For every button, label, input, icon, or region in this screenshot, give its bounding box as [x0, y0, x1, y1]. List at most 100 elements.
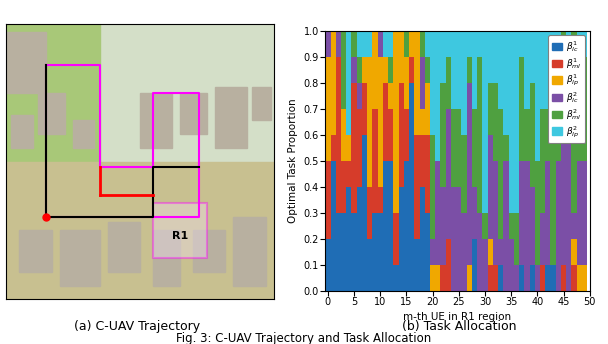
Bar [420, 135, 425, 187]
Bar [545, 265, 550, 291]
Bar [503, 161, 508, 291]
Bar [582, 31, 587, 57]
Bar [550, 265, 556, 291]
Bar [404, 161, 409, 291]
Bar [399, 31, 404, 83]
Bar [362, 31, 367, 57]
Bar [425, 213, 430, 291]
Bar [331, 161, 336, 291]
Bar [38, 93, 65, 134]
Bar [425, 135, 430, 213]
Bar [383, 83, 388, 161]
Bar [472, 31, 477, 109]
Bar [341, 161, 346, 213]
Bar [503, 135, 508, 161]
Bar [351, 57, 357, 83]
Bar [357, 109, 362, 187]
Bar [467, 265, 472, 291]
Bar [582, 265, 587, 291]
Bar [252, 87, 271, 120]
Bar [572, 239, 576, 265]
Bar [576, 161, 582, 265]
Bar [425, 83, 430, 135]
Bar [425, 31, 430, 57]
Bar [367, 187, 373, 239]
Bar [414, 135, 420, 239]
Bar [325, 57, 331, 161]
Bar [508, 31, 514, 213]
Bar [519, 31, 524, 57]
Bar [572, 265, 576, 291]
Bar [383, 161, 388, 291]
Y-axis label: Optimal Task Proportion: Optimal Task Proportion [288, 98, 298, 223]
Bar [446, 239, 451, 291]
Text: (b) Task Allocation: (b) Task Allocation [402, 320, 516, 333]
Bar [393, 265, 399, 291]
Bar [456, 109, 461, 187]
Bar [482, 31, 488, 213]
Bar [535, 31, 540, 161]
Bar [351, 213, 357, 291]
Bar [346, 135, 351, 161]
Bar [576, 265, 582, 291]
Bar [388, 31, 393, 57]
Bar [153, 203, 207, 258]
Bar [346, 31, 351, 135]
Legend: $\beta^1_{lc}$, $\beta^1_{ml}$, $\beta^1_{lp}$, $\beta^2_{lc}$, $\beta^2_{ml}$, : $\beta^1_{lc}$, $\beta^1_{ml}$, $\beta^1… [548, 35, 586, 143]
Bar [524, 161, 530, 291]
Bar [451, 187, 456, 291]
Bar [488, 239, 493, 265]
Bar [514, 31, 519, 213]
Bar [441, 31, 446, 83]
Bar [451, 109, 456, 187]
Bar [572, 213, 576, 239]
Bar [351, 83, 357, 213]
Bar [488, 135, 493, 239]
Bar [435, 31, 441, 161]
Bar [456, 31, 461, 109]
Bar [362, 83, 367, 135]
Bar [331, 31, 336, 135]
Bar [451, 31, 456, 109]
Bar [341, 31, 346, 109]
Bar [540, 213, 545, 265]
Bar [472, 109, 477, 187]
Bar [341, 213, 346, 291]
Bar [373, 31, 378, 109]
Bar [341, 109, 346, 161]
Bar [540, 265, 545, 291]
Bar [493, 83, 498, 161]
Bar [420, 31, 425, 57]
Bar [482, 213, 488, 239]
Bar [441, 83, 446, 187]
Bar [153, 230, 180, 286]
Bar [215, 87, 247, 148]
Bar [362, 57, 367, 83]
Bar [388, 161, 393, 291]
Bar [467, 31, 472, 57]
Bar [498, 31, 503, 109]
Bar [367, 31, 373, 57]
Bar [60, 230, 100, 286]
Bar [357, 83, 362, 109]
Bar [336, 213, 341, 291]
Bar [367, 57, 373, 187]
Bar [331, 135, 336, 161]
Bar [530, 31, 535, 83]
Bar [519, 57, 524, 161]
Bar [550, 83, 556, 265]
Bar [535, 265, 540, 291]
Text: Fig. 3: C-UAV Trajectory and Task Allocation: Fig. 3: C-UAV Trajectory and Task Alloca… [176, 332, 432, 344]
Bar [409, 31, 414, 57]
Bar [140, 93, 172, 148]
Bar [383, 57, 388, 83]
Bar [441, 265, 446, 291]
Bar [493, 31, 498, 83]
Bar [461, 31, 467, 135]
Bar [514, 213, 519, 265]
Bar [467, 57, 472, 83]
Bar [472, 239, 477, 291]
Bar [446, 31, 451, 57]
Bar [477, 31, 482, 57]
Bar [6, 32, 46, 93]
